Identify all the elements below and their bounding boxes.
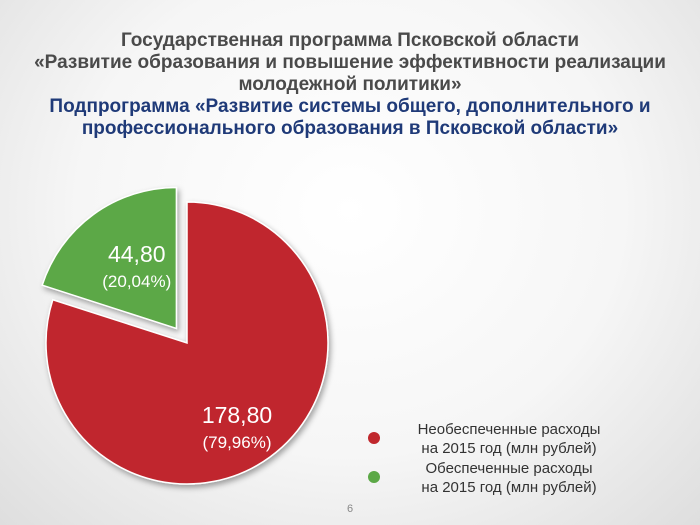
title-line-1: Государственная программа Псковской обла… [120,30,580,51]
legend-swatch-green [368,471,380,483]
legend-label-line-2: на 2015 год (млн рублей) [421,479,597,496]
pie-slice-unfunded [45,201,329,485]
slice-percent-label-unfunded: (79,96%) [203,433,272,452]
slice-value-label-funded: 44,80 [108,241,166,267]
subtitle-line-1: Подпрограмма «Развитие системы общего, д… [49,96,651,117]
legend-swatch-red [368,432,380,444]
slide-title: Государственная программа Псковской обла… [0,30,700,140]
legend-label-line-1: Обеспеченные расходы [425,460,593,477]
chart-legend: Необеспеченные расходы на 2015 год (млн … [368,420,628,498]
legend-label-line-2: на 2015 год (млн рублей) [421,440,597,457]
legend-item-unfunded: Необеспеченные расходы на 2015 год (млн … [368,420,628,458]
legend-label-line-1: Необеспеченные расходы [417,421,601,438]
title-line-2: «Развитие образования и повышение эффект… [34,52,666,73]
pie-slice-funded [41,186,178,330]
page-number: 6 [346,503,354,515]
legend-item-funded: Обеспеченные расходы на 2015 год (млн ру… [368,459,628,497]
subtitle-line-2: профессионального образования в Псковско… [81,118,619,139]
slice-value-label-unfunded: 178,80 [202,402,272,428]
slice-percent-label-funded: (20,04%) [102,272,171,291]
title-line-3: молодежной политики» [238,74,462,95]
